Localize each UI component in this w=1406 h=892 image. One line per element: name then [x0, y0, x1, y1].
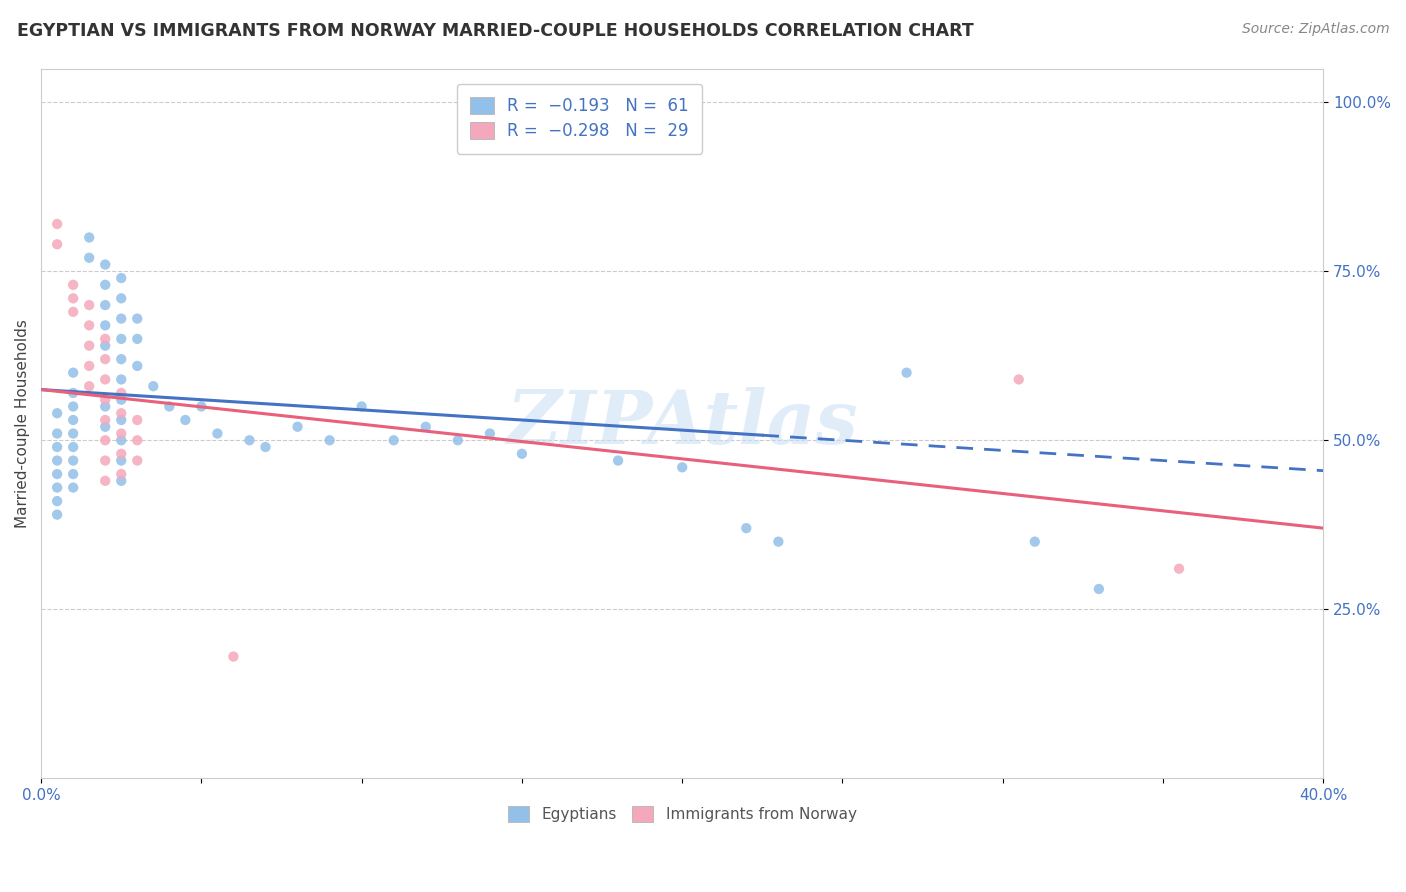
Point	[350, 400, 373, 414]
Point	[62, 366, 84, 380]
Point	[238, 434, 260, 448]
Point	[46, 217, 69, 231]
Point	[77, 338, 100, 352]
Text: ZIPAtlas: ZIPAtlas	[506, 387, 858, 459]
Point	[110, 453, 132, 467]
Point	[94, 332, 117, 346]
Point	[478, 426, 501, 441]
Point	[77, 251, 100, 265]
Legend: Egyptians, Immigrants from Norway: Egyptians, Immigrants from Norway	[495, 794, 869, 834]
Point	[94, 434, 117, 448]
Point	[207, 426, 229, 441]
Point	[1168, 562, 1191, 576]
Point	[127, 453, 149, 467]
Point	[1008, 372, 1031, 386]
Point	[607, 453, 630, 467]
Point	[62, 400, 84, 414]
Point	[896, 366, 918, 380]
Point	[735, 521, 758, 535]
Text: Source: ZipAtlas.com: Source: ZipAtlas.com	[1241, 22, 1389, 37]
Point	[127, 434, 149, 448]
Point	[46, 237, 69, 252]
Point	[174, 413, 197, 427]
Point	[94, 277, 117, 292]
Point	[768, 534, 790, 549]
Point	[110, 426, 132, 441]
Point	[254, 440, 277, 454]
Point	[671, 460, 693, 475]
Point	[415, 419, 437, 434]
Point	[46, 453, 69, 467]
Point	[94, 298, 117, 312]
Point	[46, 440, 69, 454]
Point	[127, 413, 149, 427]
Point	[447, 434, 470, 448]
Point	[127, 332, 149, 346]
Point	[127, 311, 149, 326]
Point	[1024, 534, 1046, 549]
Point	[94, 372, 117, 386]
Point	[62, 440, 84, 454]
Y-axis label: Married-couple Households: Married-couple Households	[15, 319, 30, 528]
Point	[77, 298, 100, 312]
Point	[62, 413, 84, 427]
Point	[62, 453, 84, 467]
Point	[77, 230, 100, 244]
Point	[62, 467, 84, 481]
Point	[382, 434, 405, 448]
Point	[110, 386, 132, 401]
Point	[77, 379, 100, 393]
Point	[110, 392, 132, 407]
Point	[127, 359, 149, 373]
Point	[510, 447, 533, 461]
Point	[1088, 582, 1111, 596]
Point	[94, 413, 117, 427]
Point	[46, 467, 69, 481]
Point	[94, 352, 117, 367]
Point	[142, 379, 165, 393]
Point	[110, 406, 132, 420]
Point	[110, 434, 132, 448]
Point	[110, 352, 132, 367]
Point	[110, 271, 132, 285]
Point	[46, 508, 69, 522]
Point	[62, 277, 84, 292]
Point	[110, 413, 132, 427]
Point	[110, 332, 132, 346]
Point	[318, 434, 340, 448]
Point	[46, 426, 69, 441]
Point	[110, 372, 132, 386]
Point	[77, 318, 100, 333]
Point	[110, 447, 132, 461]
Point	[62, 305, 84, 319]
Point	[77, 359, 100, 373]
Point	[94, 474, 117, 488]
Point	[110, 474, 132, 488]
Point	[110, 291, 132, 305]
Point	[94, 318, 117, 333]
Point	[62, 386, 84, 401]
Point	[110, 467, 132, 481]
Point	[94, 338, 117, 352]
Point	[94, 392, 117, 407]
Point	[94, 258, 117, 272]
Point	[222, 649, 245, 664]
Point	[190, 400, 212, 414]
Point	[287, 419, 309, 434]
Point	[46, 406, 69, 420]
Point	[46, 494, 69, 508]
Point	[94, 453, 117, 467]
Point	[62, 481, 84, 495]
Text: EGYPTIAN VS IMMIGRANTS FROM NORWAY MARRIED-COUPLE HOUSEHOLDS CORRELATION CHART: EGYPTIAN VS IMMIGRANTS FROM NORWAY MARRI…	[17, 22, 973, 40]
Point	[157, 400, 180, 414]
Point	[110, 311, 132, 326]
Point	[94, 400, 117, 414]
Point	[94, 419, 117, 434]
Point	[62, 426, 84, 441]
Point	[46, 481, 69, 495]
Point	[62, 291, 84, 305]
